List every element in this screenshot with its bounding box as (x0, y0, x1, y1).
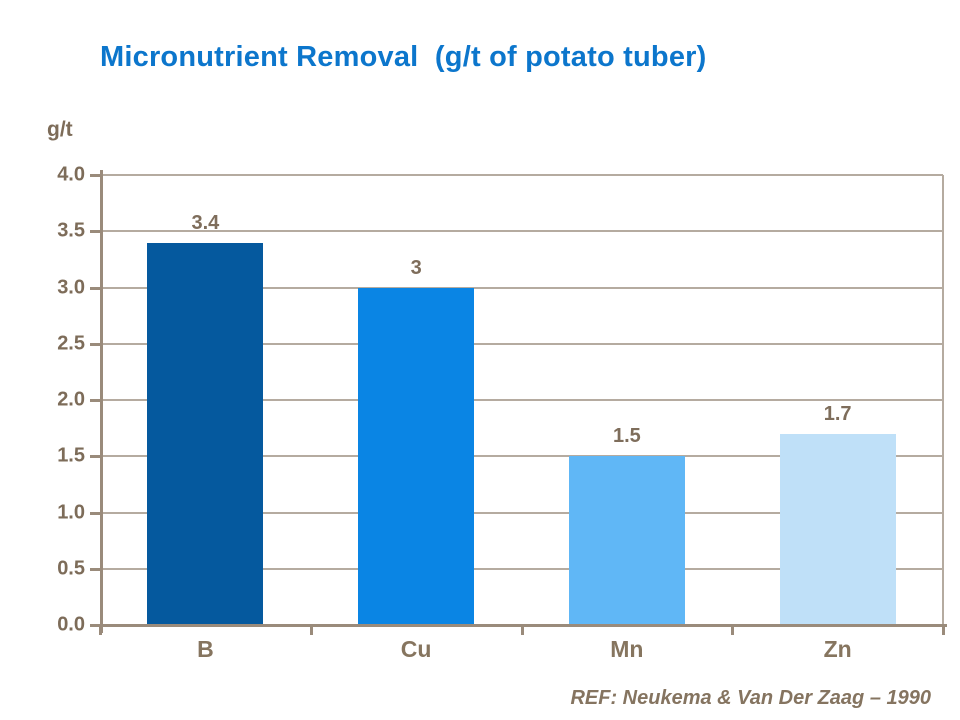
reference-citation: REF: Neukema & Van Der Zaag – 1990 (570, 687, 931, 709)
x-axis-category-label: Zn (823, 636, 852, 662)
gridline (100, 286, 943, 289)
y-axis-tick-label: 0.5 (57, 557, 85, 580)
y-axis-tick-label: 1.5 (57, 444, 85, 467)
y-axis-tick (90, 511, 100, 515)
gridline (100, 455, 943, 458)
y-axis-tick (90, 342, 100, 346)
y-axis-tick (90, 230, 100, 234)
gridline (100, 174, 943, 176)
gridline (100, 511, 943, 514)
y-axis-tick (90, 567, 100, 571)
bar-value-label: 1.7 (823, 402, 852, 425)
bar-cu (358, 287, 475, 625)
gridline (100, 399, 943, 401)
y-axis-tick-label: 0.0 (57, 613, 85, 636)
x-axis-category-label: B (197, 636, 214, 662)
bar-value-label: 3 (410, 256, 422, 279)
x-axis-tick (942, 626, 945, 635)
bar-b (147, 242, 264, 625)
gridline (100, 230, 943, 233)
x-axis-line (97, 624, 947, 627)
x-axis-category-label: Cu (400, 636, 432, 662)
bar-mn (568, 456, 685, 625)
y-axis-tick-label: 1.0 (57, 501, 85, 523)
gridline (100, 567, 943, 570)
y-axis-tick-label: 3.0 (57, 276, 85, 298)
bar-value-label: 3.4 (191, 211, 220, 234)
x-axis-tick (99, 626, 102, 635)
y-axis-unit-label: g/t (47, 118, 73, 141)
y-axis-tick-label: 2.5 (57, 332, 85, 355)
x-axis-tick (520, 626, 524, 635)
x-axis-category-label: Mn (610, 636, 644, 662)
plot-right-border (942, 175, 944, 625)
bar-zn (779, 433, 896, 625)
y-axis-tick (90, 624, 100, 627)
y-axis-tick-label: 2.0 (57, 388, 85, 411)
chart-title: Micronutrient Removal (g/t of potato tub… (100, 41, 707, 73)
y-axis-line (100, 170, 103, 633)
gridline (100, 342, 943, 345)
bar-value-label: 1.5 (612, 425, 641, 448)
x-axis-tick (309, 626, 313, 635)
y-axis-tick (90, 455, 100, 459)
y-axis-tick-label: 3.5 (57, 219, 85, 242)
y-axis-tick (90, 174, 100, 177)
x-axis-tick (731, 626, 735, 635)
y-axis-tick (90, 286, 100, 290)
y-axis-tick-label: 4.0 (57, 163, 85, 186)
y-axis-tick (90, 399, 100, 402)
